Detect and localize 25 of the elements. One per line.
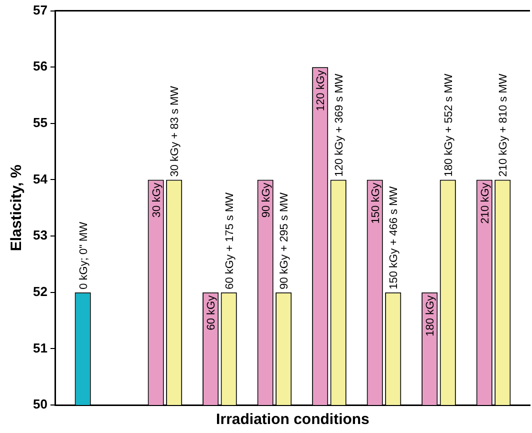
x-tick-label: 120 kGy + 369 s MW	[333, 73, 346, 177]
y-tick-label: 55	[32, 115, 48, 130]
x-tick-label: 210 kGy	[479, 182, 492, 224]
x-axis-title: Irradiation conditions	[216, 411, 370, 428]
y-tick-label: 51	[32, 340, 48, 356]
y-axis-title: Elasticity, %	[8, 164, 26, 252]
x-tick-label: 90 kGy	[260, 182, 272, 218]
y-tick-label: 57	[32, 2, 48, 18]
x-tick-label: 0 kGy; 0" MW	[78, 221, 90, 290]
x-tick-label: 60 kGy + 175 s MW	[224, 192, 236, 290]
x-tick-label: 150 kGy	[370, 182, 382, 224]
x-tick-label: 60 kGy	[206, 294, 218, 330]
x-tick-label: 30 kGy	[150, 182, 163, 218]
x-tick-label: 90 kGy + 295 s MW	[278, 192, 291, 290]
x-tick-label: 180 kGy + 552 s MW	[442, 73, 455, 177]
y-tick-label: 53	[32, 228, 48, 243]
y-tick-label: 54	[32, 171, 48, 186]
x-tick-label: 120 kGy	[315, 70, 328, 112]
x-tick-label: 30 kGy + 83 s MW	[169, 85, 182, 177]
x-tick-label: 210 kGy + 810 s MW	[498, 73, 510, 177]
y-tick-label: 50	[32, 396, 48, 412]
y-tick-label: 56	[32, 58, 48, 74]
y-tick-label: 52	[32, 284, 48, 299]
x-tick-label: 150 kGy + 466 s MW	[388, 186, 400, 290]
x-tick-label: 180 kGy	[424, 294, 437, 336]
